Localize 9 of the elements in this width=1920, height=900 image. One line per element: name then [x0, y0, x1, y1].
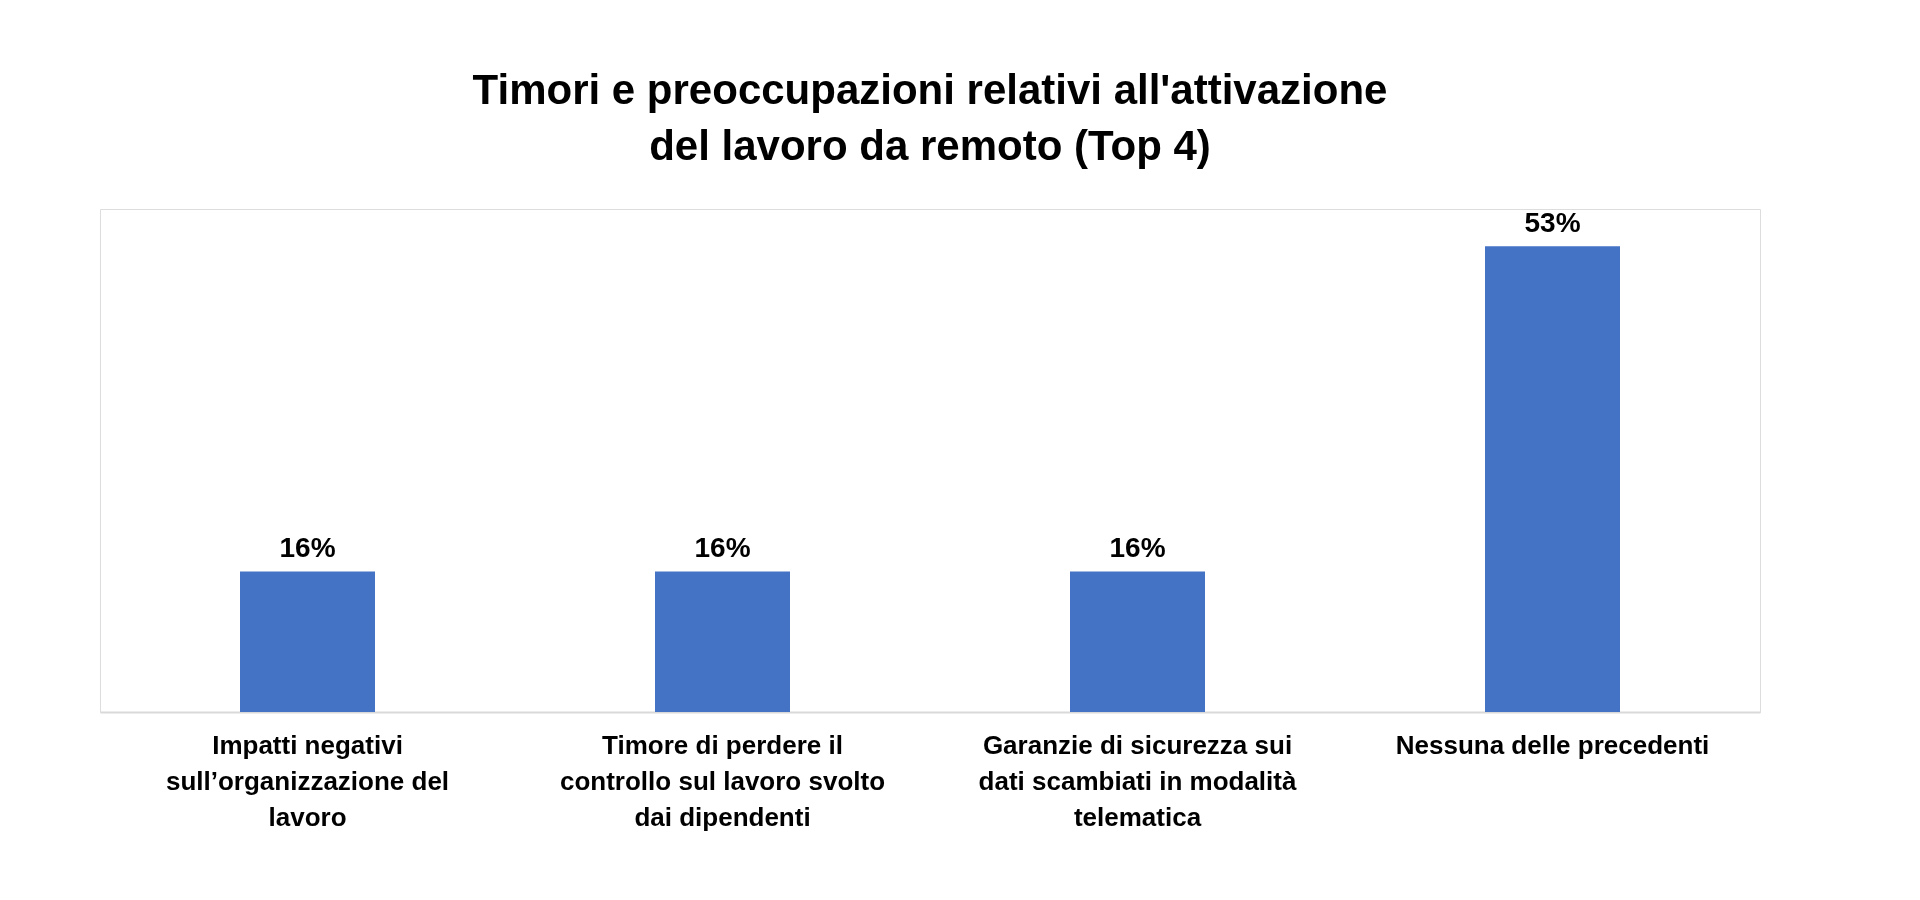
data-label: 53%: [1524, 207, 1581, 239]
chart-title: Timori e preoccupazioni relativi all'attivazione del lavoro da remoto (Top 4): [472, 66, 1388, 169]
data-label: 16%: [1109, 532, 1166, 564]
data-label: 16%: [694, 532, 751, 564]
data-label: 16%: [279, 532, 336, 564]
x-tick-label: Timore di perdere il controllo sul lavoro svolto dai dipendenti: [559, 729, 886, 832]
x-tick-label: Nessuna delle precedenti: [1395, 729, 1710, 760]
x-tick-label: Impatti negativi sull’organizzazione del lavoro: [165, 729, 450, 832]
x-tick-label: Garanzie di sicurezza sui dati scambiati in modalità telematica: [978, 729, 1297, 832]
